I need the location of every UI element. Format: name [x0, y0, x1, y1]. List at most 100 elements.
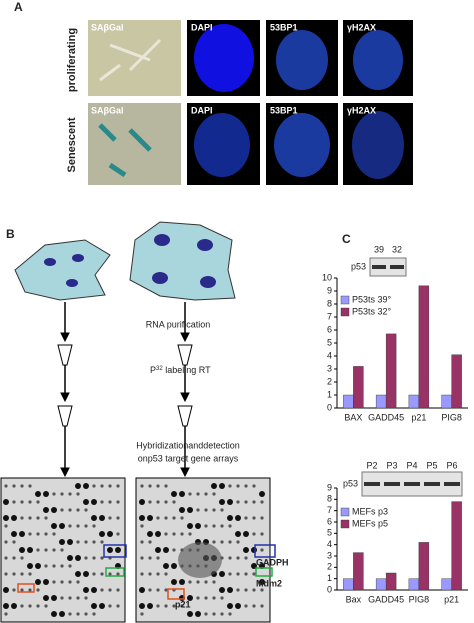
spot	[139, 499, 145, 505]
spot	[4, 484, 8, 488]
step-text: labeling RT	[163, 365, 211, 375]
spot	[236, 572, 240, 576]
y-tick-label: 8	[327, 494, 332, 504]
spot	[68, 580, 72, 584]
spot	[164, 500, 168, 504]
bar	[385, 333, 397, 409]
spot	[107, 547, 113, 553]
spot	[100, 484, 104, 488]
spot	[35, 563, 41, 569]
spot	[68, 612, 72, 616]
y-tick-label: 6	[327, 516, 332, 526]
spot	[140, 556, 144, 560]
spot	[76, 524, 80, 528]
spot	[99, 603, 105, 609]
spot	[84, 596, 88, 600]
spot	[227, 515, 233, 521]
spot	[220, 540, 224, 544]
spot	[44, 516, 48, 520]
spot	[116, 516, 120, 520]
spot	[179, 507, 185, 513]
spot	[84, 556, 88, 560]
spot	[35, 491, 41, 497]
spot	[244, 572, 248, 576]
spot	[100, 500, 104, 504]
spot	[219, 571, 225, 577]
spot	[204, 524, 208, 528]
y-tick-label: 7	[327, 505, 332, 515]
spot	[83, 483, 89, 489]
spot	[20, 588, 24, 592]
array-label: Mdm2	[256, 578, 282, 588]
spot	[179, 491, 185, 497]
spot	[59, 539, 65, 545]
spot	[75, 483, 81, 489]
spot	[187, 507, 193, 513]
spot	[244, 484, 248, 488]
y-tick-label: 3	[327, 550, 332, 560]
step-label: onp53 target gene arrays	[138, 453, 239, 463]
spot	[172, 548, 176, 552]
spot	[44, 564, 48, 568]
panel-label: C	[342, 232, 351, 246]
spot	[20, 516, 24, 520]
bar	[441, 394, 452, 409]
spot	[12, 484, 16, 488]
stain-label: γH2AX	[347, 105, 376, 115]
legend-swatch	[340, 519, 350, 529]
array-label: p21	[175, 599, 191, 609]
spot	[140, 540, 144, 544]
stain-label: 53BP1	[270, 105, 298, 115]
spot	[12, 500, 16, 504]
spot	[116, 572, 120, 576]
y-tick-label: 5	[327, 528, 332, 538]
spot	[108, 588, 112, 592]
legend-label: P53ts 39°	[352, 294, 392, 304]
spot	[211, 483, 217, 489]
spot	[172, 516, 176, 520]
spot	[84, 524, 88, 528]
spot	[3, 603, 9, 609]
spot	[3, 499, 9, 505]
arrays	[0, 477, 276, 623]
spot	[59, 523, 65, 529]
spot	[107, 531, 113, 537]
spot	[36, 516, 40, 520]
spot	[44, 548, 48, 552]
bar	[353, 366, 364, 409]
spot	[11, 531, 17, 537]
legend-label: MEFs p5	[352, 518, 388, 528]
bar	[385, 572, 397, 591]
stain-label: DAPI	[191, 105, 213, 115]
spot	[228, 556, 232, 560]
spot	[76, 580, 80, 584]
spot	[227, 603, 233, 609]
spot	[196, 508, 200, 512]
spot	[252, 532, 256, 536]
y-tick-label: 3	[327, 363, 332, 373]
spot	[43, 579, 49, 585]
highlight-box	[105, 567, 125, 577]
spot	[204, 508, 208, 512]
spot	[60, 508, 64, 512]
spot	[28, 588, 32, 592]
spot	[140, 572, 144, 576]
spot	[59, 611, 65, 617]
spot	[228, 540, 232, 544]
array-label: GADPH	[256, 557, 289, 567]
spot	[36, 588, 40, 592]
y-tick-label: 0	[327, 402, 332, 412]
spot	[236, 500, 240, 504]
bar	[343, 394, 354, 409]
spot	[236, 540, 240, 544]
spot	[76, 508, 80, 512]
spot	[36, 604, 40, 608]
spot	[75, 571, 81, 577]
spot	[76, 540, 80, 544]
spot	[28, 484, 32, 488]
bar	[408, 394, 420, 409]
spot	[260, 500, 264, 504]
spot	[100, 572, 104, 576]
y-tick-label: 4	[327, 350, 332, 360]
